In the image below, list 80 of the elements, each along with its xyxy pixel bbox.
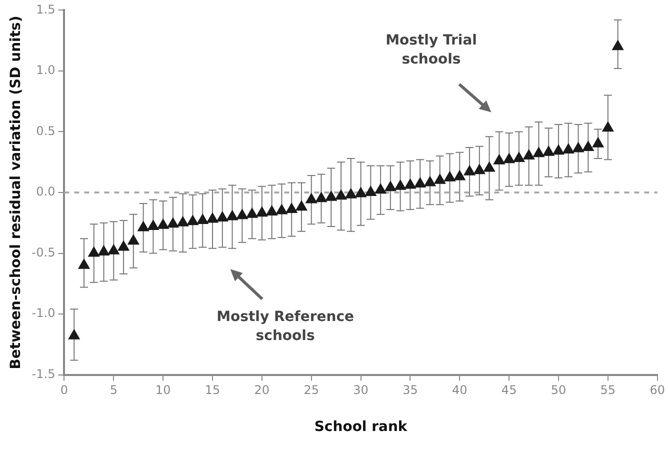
x-axis-title: School rank [314, 419, 408, 436]
point [394, 180, 406, 190]
point [196, 214, 208, 224]
point [157, 218, 169, 229]
y-tick-label: 0.5 [36, 124, 56, 138]
point [533, 147, 544, 158]
point [78, 258, 90, 269]
point [246, 208, 258, 218]
x-tick-label: 55 [600, 383, 616, 398]
point [602, 122, 614, 132]
point [325, 190, 337, 201]
point [128, 234, 140, 245]
y-tick-label: 1.5 [36, 2, 56, 16]
x-tick-label: 15 [204, 383, 220, 398]
point [335, 190, 347, 200]
point [384, 181, 396, 192]
point [474, 164, 486, 174]
point [167, 218, 179, 228]
point [345, 188, 357, 198]
point [98, 246, 110, 256]
point [68, 329, 80, 340]
point [572, 142, 584, 152]
point [187, 215, 198, 226]
point [306, 193, 318, 204]
x-tick-label: 50 [550, 383, 566, 398]
point [612, 40, 624, 50]
point [503, 153, 515, 164]
x-tick-label: 5 [110, 383, 118, 398]
y-axis-title: Between-school residual variation (SD units) [8, 16, 24, 370]
x-tick-label: 25 [304, 383, 319, 398]
point [138, 221, 149, 232]
point [256, 206, 268, 217]
point [434, 174, 446, 184]
y-tick-label: -1.5 [32, 366, 56, 381]
point [177, 216, 189, 226]
point [542, 146, 554, 156]
point [355, 187, 366, 198]
x-tick-label: 35 [402, 383, 418, 398]
annotation: Mostly Reference schools [216, 309, 354, 344]
point [424, 176, 436, 186]
y-tick-label: -1.0 [32, 306, 56, 320]
point [454, 170, 466, 180]
point [276, 204, 288, 214]
point [552, 144, 564, 155]
point [444, 171, 456, 182]
point [266, 205, 278, 216]
point [118, 240, 130, 251]
point [108, 244, 120, 254]
point [592, 137, 604, 148]
point [582, 141, 594, 152]
point [414, 177, 426, 188]
point [364, 186, 376, 196]
point [206, 212, 218, 223]
annotation: Mostly Trial schools [386, 32, 477, 68]
x-tick-label: 0 [60, 383, 68, 398]
point [236, 209, 248, 220]
point [286, 203, 298, 214]
point [147, 220, 159, 230]
point [484, 162, 495, 172]
point [88, 246, 100, 257]
point [464, 165, 476, 176]
x-tick-label: 30 [353, 383, 368, 398]
y-tick-label: -0.5 [32, 245, 56, 260]
x-tick-label: 20 [254, 383, 270, 398]
x-tick-label: 10 [155, 383, 171, 398]
point [404, 178, 416, 189]
point [562, 143, 574, 154]
point [226, 210, 238, 220]
point [316, 192, 327, 202]
y-tick-label: 0.0 [36, 184, 56, 199]
point [296, 200, 308, 211]
point [513, 152, 525, 162]
point [523, 150, 535, 160]
point [216, 212, 228, 222]
point [374, 184, 386, 194]
x-tick-label: 45 [501, 383, 517, 398]
x-tick-label: 60 [650, 383, 666, 398]
point [493, 154, 505, 164]
y-tick-label: 1.0 [36, 63, 56, 78]
x-tick-label: 40 [452, 383, 468, 398]
